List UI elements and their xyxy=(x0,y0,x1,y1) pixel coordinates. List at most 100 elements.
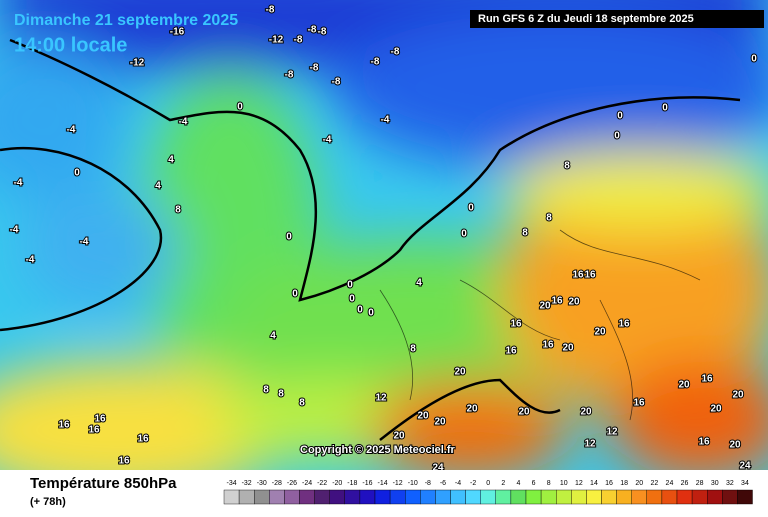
copyright: Copyright © 2025 Meteociel.fr xyxy=(300,444,456,456)
legend-swatch xyxy=(556,489,572,505)
map-title: Dimanche 21 septembre 2025 xyxy=(14,12,238,29)
legend-swatch xyxy=(389,489,406,505)
contour-label: 20 xyxy=(678,380,690,391)
contour-label: -12 xyxy=(130,58,145,69)
legend-label: 20 xyxy=(635,480,643,487)
legend-label: 30 xyxy=(711,480,719,487)
contour-label: 0 xyxy=(461,229,467,240)
contour-label: -8 xyxy=(308,25,317,36)
legend-swatch xyxy=(495,489,512,505)
legend-swatch xyxy=(329,489,346,505)
legend-label: 12 xyxy=(575,480,583,487)
contour-label: 20 xyxy=(729,440,741,451)
run-info: Run GFS 6 Z du Jeudi 18 septembre 2025 xyxy=(478,13,694,25)
contour-label: 16 xyxy=(633,398,645,409)
contour-label: -12 xyxy=(269,35,284,46)
legend-swatch xyxy=(435,489,451,505)
contour-label: -8 xyxy=(266,5,275,16)
coastlines xyxy=(0,38,741,441)
contour-label: 0 xyxy=(237,102,243,113)
run-banner xyxy=(470,10,764,28)
legend-label: -34 xyxy=(226,480,236,487)
contour-label: 20 xyxy=(518,407,530,418)
contour-label: -8 xyxy=(391,47,400,58)
contour-label: -8 xyxy=(310,63,319,74)
contour-label: 16 xyxy=(698,437,710,448)
legend-label: -26 xyxy=(287,480,297,487)
contour-label: -4 xyxy=(179,117,188,128)
contour-label: 0 xyxy=(614,131,620,142)
contour-label: 4 xyxy=(416,278,422,289)
contour-label: 8 xyxy=(564,161,570,172)
contour-label: 0 xyxy=(292,289,298,300)
contour-label: 20 xyxy=(710,404,722,415)
footer-lead: (+ 78h) xyxy=(30,496,66,508)
legend-swatch xyxy=(465,489,481,505)
legend-swatch xyxy=(344,489,361,505)
contour-label: 20 xyxy=(466,404,478,415)
legend-label: -32 xyxy=(242,480,252,487)
contour-label: -8 xyxy=(294,35,303,46)
legend-swatch xyxy=(540,489,557,505)
contour-label: -16 xyxy=(170,27,185,38)
legend-label: 34 xyxy=(741,480,749,487)
legend-swatch xyxy=(707,489,723,505)
contour-label: 20 xyxy=(434,417,446,428)
contour-label: 0 xyxy=(368,308,374,319)
legend-swatch xyxy=(450,489,466,505)
legend-swatch xyxy=(253,489,270,505)
contour-label: 20 xyxy=(732,390,744,401)
contour-label: -4 xyxy=(10,225,19,236)
contour-label: 0 xyxy=(468,203,474,214)
contour-label: -8 xyxy=(285,70,294,81)
legend-swatch xyxy=(314,489,330,505)
contour-label: -8 xyxy=(318,27,327,38)
legend-swatch xyxy=(405,489,421,505)
contour-label: 20 xyxy=(594,327,606,338)
contour-label: 16 xyxy=(88,425,100,436)
contour-label: 4 xyxy=(168,155,174,166)
legend-swatch xyxy=(299,489,315,505)
legend-swatch xyxy=(238,489,255,505)
temperature-field xyxy=(0,0,768,500)
legend-swatch xyxy=(631,489,648,505)
legend-swatch xyxy=(737,489,753,505)
contour-label: 20 xyxy=(562,343,574,354)
contour-label: 12 xyxy=(606,427,618,438)
map-time: 14:00 locale xyxy=(14,34,127,56)
contour-label: 16 xyxy=(542,340,554,351)
contour-label: 8 xyxy=(546,213,552,224)
contour-label: -8 xyxy=(332,77,341,88)
contour-label: -4 xyxy=(323,135,332,146)
contour-label: 0 xyxy=(617,111,623,122)
legend-label: 16 xyxy=(605,480,613,487)
legend-swatch xyxy=(676,489,693,505)
contour-label: 16 xyxy=(118,456,130,467)
contour-label: 12 xyxy=(375,393,387,404)
contour-label: 0 xyxy=(347,280,353,291)
legend-label: 14 xyxy=(590,480,598,487)
legend-label: -16 xyxy=(362,480,372,487)
contour-labels: -8-16-12 -8-8 -8-8-12-8-8-8-80-4-4-4-4404-… xyxy=(9,4,759,475)
contour-label: 4 xyxy=(270,331,276,342)
contour-label: 16 xyxy=(618,319,630,330)
legend-swatch xyxy=(269,489,285,505)
contour-label: -4 xyxy=(80,237,89,248)
contour-label: 8 xyxy=(278,389,284,400)
legend-label: -12 xyxy=(393,480,403,487)
legend-label: -24 xyxy=(302,480,312,487)
contour-label: 8 xyxy=(263,385,269,396)
legend-swatch xyxy=(722,489,738,505)
contour-label: 16 xyxy=(137,434,149,445)
legend-label: -14 xyxy=(377,480,387,487)
legend-label: -4 xyxy=(455,480,461,487)
legend-label: -10 xyxy=(408,480,418,487)
legend-label: -20 xyxy=(332,480,342,487)
legend-swatch xyxy=(374,489,391,505)
contour-label: 16 xyxy=(58,420,70,431)
contour-label: 8 xyxy=(175,205,181,216)
contour-label: 16 xyxy=(510,319,522,330)
contour-label: 8 xyxy=(522,228,528,239)
